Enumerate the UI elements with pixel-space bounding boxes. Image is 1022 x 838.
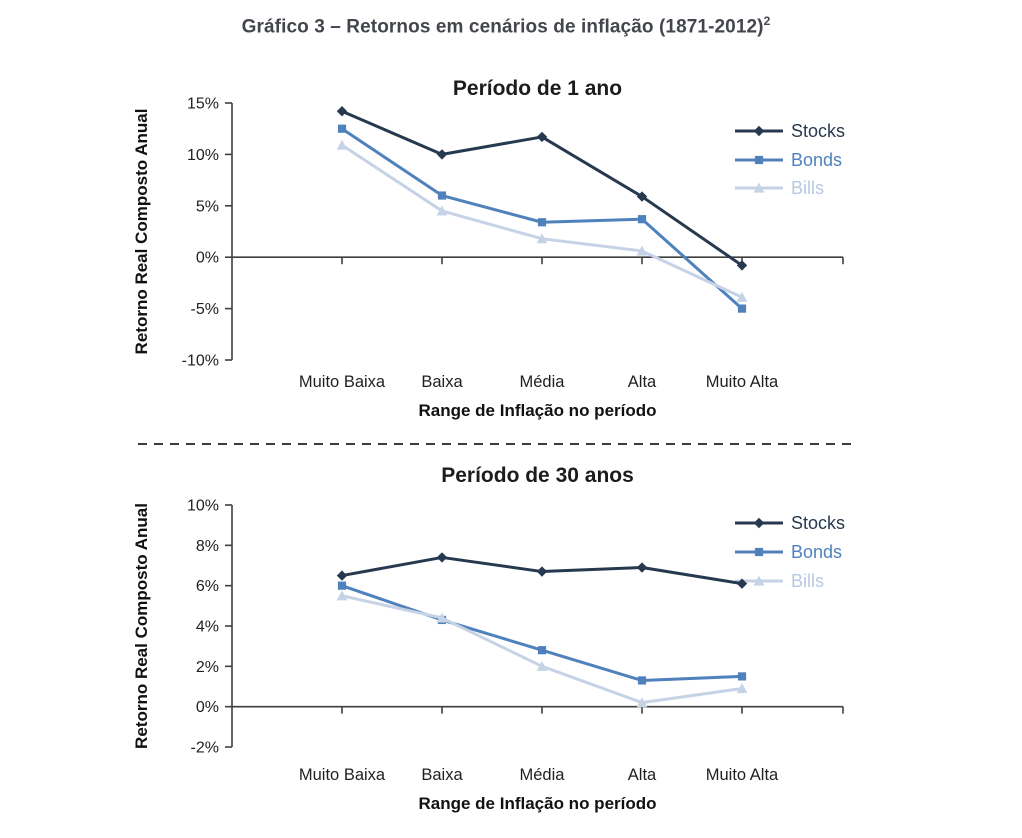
svg-text:15%: 15%	[187, 96, 219, 113]
svg-text:5%: 5%	[196, 198, 219, 215]
svg-text:Stocks: Stocks	[791, 121, 845, 141]
title-footnote-superscript: 2	[763, 14, 771, 28]
chart-0-x-axis: Muito Baixa Baixa Média Alta Muito Alta Range…	[232, 256, 844, 420]
svg-text:Período de 30 anos: Período de 30 anos	[441, 464, 634, 487]
chart-periodo-1-ano: Período de 1 ano Retorno Real Composto An…	[132, 77, 845, 420]
svg-text:Muito Alta: Muito Alta	[706, 766, 779, 784]
chart-0-series-stocks	[336, 106, 748, 271]
svg-text:Muito Alta: Muito Alta	[706, 373, 779, 391]
chart-1-series-bills	[336, 590, 748, 708]
chart-1-y-axis-title: Retorno Real Composto Anual	[132, 503, 151, 749]
svg-text:Bonds: Bonds	[791, 150, 842, 170]
chart-0-y-axis: 15% 10% 5% 0% -5% -10%	[182, 96, 233, 370]
svg-text:Bills: Bills	[791, 178, 824, 198]
svg-text:-2%: -2%	[191, 740, 219, 757]
svg-text:6%: 6%	[196, 578, 219, 595]
svg-text:Período de 1 ano: Período de 1 ano	[453, 77, 622, 100]
chart-0-series-bonds	[337, 124, 747, 313]
svg-text:10%: 10%	[187, 498, 219, 515]
svg-text:10%: 10%	[187, 147, 219, 164]
chart-1-legend-bonds: Bonds	[735, 542, 842, 562]
dashed-divider	[138, 443, 854, 445]
svg-text:Média: Média	[520, 373, 566, 391]
svg-text:0%: 0%	[196, 699, 219, 716]
svg-text:8%: 8%	[196, 538, 219, 555]
chart-periodo-30-anos: Período de 30 anos Retorno Real Composto …	[132, 464, 845, 813]
svg-text:Baixa: Baixa	[421, 373, 463, 391]
chart-0-title: Período de 1 ano	[453, 77, 622, 100]
chart-0-legend-bills: Bills	[735, 178, 824, 198]
svg-text:Muito Baixa: Muito Baixa	[299, 373, 386, 391]
svg-text:Média: Média	[520, 766, 566, 784]
chart-1-y-axis: 10% 8% 6% 4% 2% 0% -2%	[187, 498, 233, 757]
page-title-text: Gráfico 3 – Retornos em cenários de infl…	[241, 16, 764, 38]
svg-text:Alta: Alta	[628, 766, 657, 784]
chart-0-legend: Stocks Bonds Bills	[735, 121, 845, 198]
chart-1-legend-bills: Bills	[735, 571, 824, 591]
chart-1-legend-stocks: Stocks	[735, 513, 845, 533]
svg-text:-5%: -5%	[191, 301, 219, 318]
chart-0-y-axis-title: Retorno Real Composto Anual	[132, 109, 151, 355]
svg-text:Muito Baixa: Muito Baixa	[299, 766, 386, 784]
svg-text:Retorno Real Composto Anual: Retorno Real Composto Anual	[132, 109, 151, 355]
chart-1-series-stocks	[336, 552, 748, 589]
svg-text:Bonds: Bonds	[791, 542, 842, 562]
page-title: Gráfico 3 – Retornos em cenários de infl…	[0, 14, 1012, 38]
svg-text:4%: 4%	[196, 619, 219, 636]
svg-text:0%: 0%	[196, 250, 219, 267]
svg-text:Retorno Real Composto Anual: Retorno Real Composto Anual	[132, 503, 151, 749]
chart-1-title: Período de 30 anos	[441, 464, 634, 487]
svg-text:Bills: Bills	[791, 571, 824, 591]
svg-text:Range de Inflação no período: Range de Inflação no período	[418, 794, 656, 813]
svg-text:Alta: Alta	[628, 373, 657, 391]
svg-text:Stocks: Stocks	[791, 513, 845, 533]
svg-text:2%: 2%	[196, 659, 219, 676]
chart-1-legend: Stocks Bonds Bills	[735, 513, 845, 591]
svg-text:Baixa: Baixa	[421, 766, 463, 784]
svg-text:Range de Inflação no período: Range de Inflação no período	[418, 401, 656, 420]
svg-text:-10%: -10%	[182, 353, 219, 370]
chart-1-x-axis: Muito Baixa Baixa Média Alta Muito Alta Range…	[232, 705, 844, 813]
chart-0-legend-bonds: Bonds	[735, 150, 842, 170]
chart-0-legend-stocks: Stocks	[735, 121, 845, 141]
chart-0-series-bills	[336, 139, 748, 302]
